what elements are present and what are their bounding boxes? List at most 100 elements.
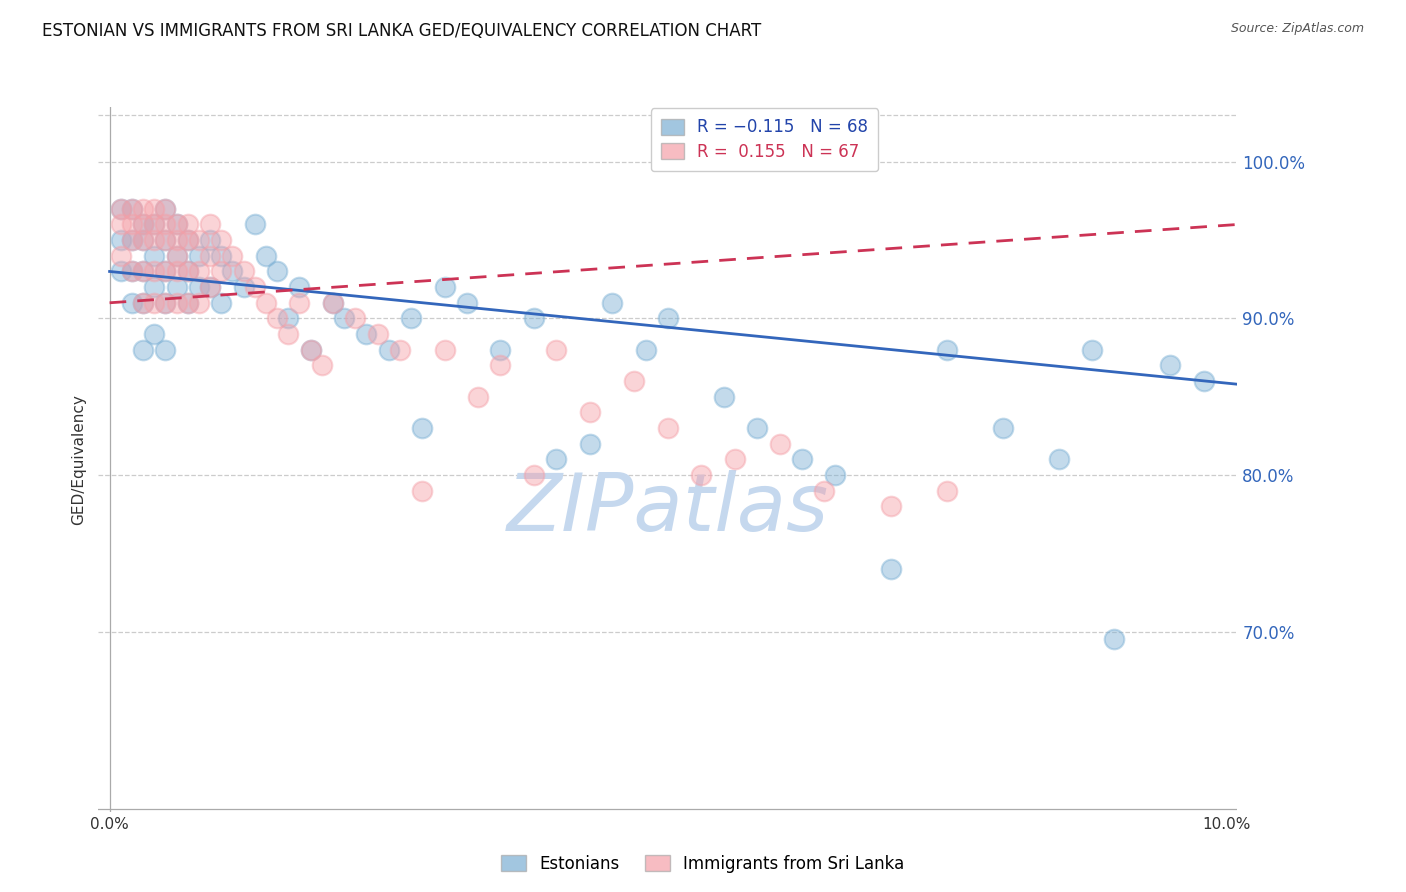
Point: [311, 359, 333, 373]
Point: [399, 311, 422, 326]
Point: [322, 295, 344, 310]
Point: [1104, 632, 1126, 647]
Point: [299, 343, 322, 357]
Point: [546, 343, 568, 357]
Point: [132, 233, 155, 247]
Point: [143, 327, 166, 342]
Point: [155, 264, 177, 278]
Point: [600, 295, 623, 310]
Point: [243, 218, 266, 232]
Point: [166, 249, 188, 263]
Point: [143, 233, 166, 247]
Point: [254, 295, 277, 310]
Point: [155, 295, 177, 310]
Point: [110, 264, 132, 278]
Point: [209, 264, 232, 278]
Point: [690, 468, 713, 483]
Point: [1192, 374, 1215, 388]
Point: [198, 280, 221, 294]
Point: [177, 233, 200, 247]
Point: [155, 218, 177, 232]
Point: [166, 264, 188, 278]
Point: [155, 202, 177, 216]
Point: [299, 343, 322, 357]
Point: [747, 421, 769, 435]
Text: Source: ZipAtlas.com: Source: ZipAtlas.com: [1230, 22, 1364, 36]
Point: [411, 483, 433, 498]
Point: [166, 295, 188, 310]
Point: [177, 264, 200, 278]
Point: [221, 264, 243, 278]
Point: [143, 280, 166, 294]
Point: [243, 280, 266, 294]
Legend: R = −0.115   N = 68, R =  0.155   N = 67: R = −0.115 N = 68, R = 0.155 N = 67: [651, 108, 879, 171]
Point: [724, 452, 747, 467]
Point: [546, 452, 568, 467]
Point: [177, 264, 200, 278]
Point: [433, 280, 456, 294]
Point: [277, 311, 299, 326]
Point: [166, 218, 188, 232]
Point: [177, 233, 200, 247]
Point: [110, 202, 132, 216]
Point: [657, 311, 679, 326]
Point: [121, 233, 143, 247]
Point: [121, 218, 143, 232]
Point: [143, 202, 166, 216]
Point: [121, 202, 143, 216]
Point: [657, 421, 679, 435]
Point: [198, 280, 221, 294]
Point: [1081, 343, 1104, 357]
Point: [132, 295, 155, 310]
Point: [166, 233, 188, 247]
Point: [489, 343, 512, 357]
Legend: Estonians, Immigrants from Sri Lanka: Estonians, Immigrants from Sri Lanka: [495, 848, 911, 880]
Point: [110, 249, 132, 263]
Point: [155, 202, 177, 216]
Point: [813, 483, 835, 498]
Point: [288, 280, 311, 294]
Point: [489, 359, 512, 373]
Point: [198, 233, 221, 247]
Point: [143, 218, 166, 232]
Point: [288, 295, 311, 310]
Point: [143, 264, 166, 278]
Point: [209, 233, 232, 247]
Point: [578, 436, 600, 450]
Point: [177, 295, 200, 310]
Point: [623, 374, 645, 388]
Point: [187, 280, 209, 294]
Point: [209, 295, 232, 310]
Point: [221, 249, 243, 263]
Point: [187, 249, 209, 263]
Point: [187, 233, 209, 247]
Point: [266, 311, 288, 326]
Point: [344, 311, 367, 326]
Point: [936, 483, 959, 498]
Point: [155, 233, 177, 247]
Point: [209, 249, 232, 263]
Point: [578, 405, 600, 419]
Point: [356, 327, 378, 342]
Point: [333, 311, 356, 326]
Point: [132, 218, 155, 232]
Text: ESTONIAN VS IMMIGRANTS FROM SRI LANKA GED/EQUIVALENCY CORRELATION CHART: ESTONIAN VS IMMIGRANTS FROM SRI LANKA GE…: [42, 22, 762, 40]
Point: [121, 264, 143, 278]
Point: [155, 233, 177, 247]
Point: [121, 264, 143, 278]
Point: [880, 500, 903, 514]
Point: [187, 295, 209, 310]
Point: [322, 295, 344, 310]
Point: [110, 202, 132, 216]
Point: [121, 202, 143, 216]
Point: [132, 295, 155, 310]
Point: [132, 343, 155, 357]
Point: [110, 233, 132, 247]
Point: [523, 468, 546, 483]
Point: [768, 436, 790, 450]
Point: [388, 343, 411, 357]
Point: [177, 295, 200, 310]
Point: [1159, 359, 1181, 373]
Point: [266, 264, 288, 278]
Point: [198, 218, 221, 232]
